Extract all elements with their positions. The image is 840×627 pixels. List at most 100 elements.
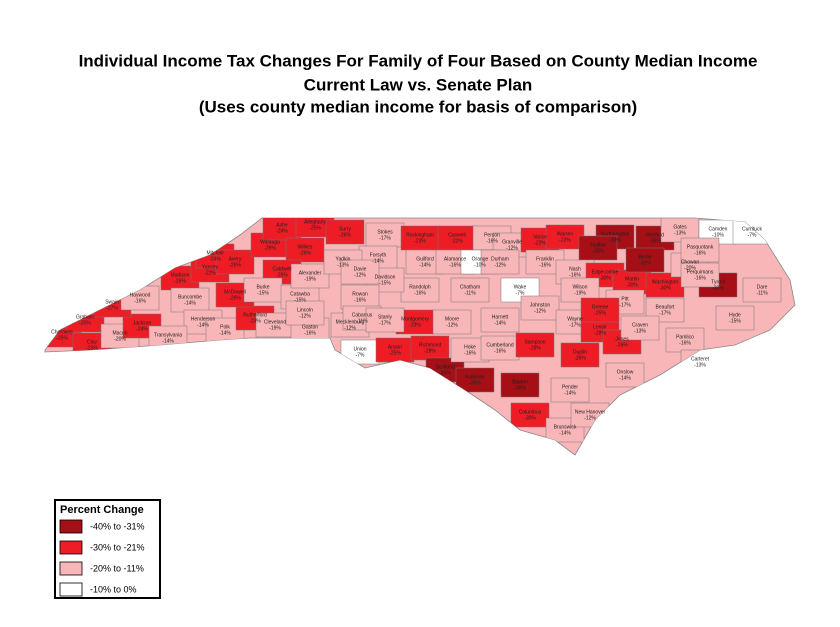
county-name: Halifax bbox=[590, 242, 606, 248]
county-name: Wilkes bbox=[298, 244, 313, 250]
county-value: -33% bbox=[712, 285, 724, 291]
county-value: -30% bbox=[524, 415, 536, 421]
county-value: -14% bbox=[494, 320, 506, 326]
county bbox=[625, 247, 665, 273]
county-value: -16% bbox=[304, 330, 316, 336]
county-value: -20% bbox=[114, 336, 126, 342]
county-name: Davie bbox=[354, 266, 367, 272]
county-name: New Hanover bbox=[575, 409, 606, 415]
county-value: -16% bbox=[569, 272, 581, 278]
legend-swatch bbox=[59, 582, 83, 597]
county-name: Haywood bbox=[130, 292, 151, 298]
county bbox=[480, 307, 520, 333]
county bbox=[432, 309, 472, 335]
county-name: Buncombe bbox=[178, 294, 202, 300]
county-name: Gates bbox=[673, 224, 687, 230]
county-name: Bertie bbox=[638, 254, 651, 260]
county bbox=[455, 367, 495, 393]
county-value: -26% bbox=[339, 232, 351, 238]
legend-label: -40% to -31% bbox=[90, 521, 145, 531]
county-value: -16% bbox=[354, 297, 366, 303]
county-name: Craven bbox=[632, 322, 648, 328]
county bbox=[620, 315, 660, 341]
county-value: -12% bbox=[446, 322, 458, 328]
county-value: -30% bbox=[626, 282, 638, 288]
county-name: Stanly bbox=[378, 314, 392, 320]
county-value: -11% bbox=[464, 290, 476, 296]
county-name: Pender bbox=[562, 384, 578, 390]
county-name: Caswell bbox=[448, 232, 466, 238]
county-name: Gaston bbox=[302, 324, 318, 330]
county-value: -16% bbox=[414, 290, 426, 296]
county-name: Franklin bbox=[536, 256, 554, 262]
county-name: Ashe bbox=[276, 222, 288, 228]
county-name: Hertford bbox=[646, 232, 664, 238]
county-value: -23% bbox=[414, 238, 426, 244]
county bbox=[400, 277, 440, 303]
county-name: Forsyth bbox=[370, 252, 387, 258]
county-value: -12% bbox=[584, 415, 596, 421]
county-value: -23% bbox=[249, 318, 261, 324]
county bbox=[365, 222, 405, 248]
legend-swatch bbox=[59, 561, 83, 576]
county-value: -14% bbox=[197, 322, 209, 328]
county-value: -17% bbox=[569, 322, 581, 328]
county-value: -28% bbox=[594, 330, 606, 336]
county-value: -36% bbox=[649, 238, 661, 244]
county-name: Wayne bbox=[567, 316, 583, 322]
county bbox=[550, 377, 590, 403]
county bbox=[365, 307, 405, 333]
county-name: Mecklenburg bbox=[336, 319, 365, 325]
county-value: -23% bbox=[559, 237, 571, 243]
county-name: Lincoln bbox=[297, 307, 313, 313]
county-name: Surry bbox=[339, 226, 351, 232]
county-value: -19% bbox=[574, 290, 586, 296]
county-name: Rowan bbox=[352, 291, 368, 297]
legend-label: -20% to -11% bbox=[90, 563, 144, 573]
county-value: -25% bbox=[389, 350, 401, 356]
county-value: -14% bbox=[419, 262, 431, 268]
county-name: Moore bbox=[445, 316, 459, 322]
county-value: -19% bbox=[304, 276, 316, 282]
county-name: Avery bbox=[229, 256, 242, 262]
county-name: Swain bbox=[105, 299, 119, 305]
county-name: Duplin bbox=[573, 349, 587, 355]
county-value: -35% bbox=[469, 380, 481, 386]
county-name: Anson bbox=[388, 344, 402, 350]
county-name: Transylvania bbox=[154, 332, 182, 338]
county-name: Hyde bbox=[729, 312, 741, 318]
county-value: -14% bbox=[372, 258, 384, 264]
county-value: -32% bbox=[639, 260, 651, 266]
county-value: -26% bbox=[616, 342, 628, 348]
county-name: Greene bbox=[592, 304, 609, 310]
county-value: -15% bbox=[729, 318, 741, 324]
county-name: Henderson bbox=[191, 316, 216, 322]
county-name: Alexander bbox=[299, 270, 322, 276]
county-name: Johnston bbox=[530, 302, 551, 308]
county-value: -25% bbox=[56, 335, 68, 341]
county-value: -15% bbox=[379, 280, 391, 286]
county-value: -24% bbox=[136, 326, 148, 332]
county-name: Clay bbox=[87, 339, 98, 345]
county-name: Orange bbox=[472, 256, 489, 262]
county-value: -22% bbox=[534, 240, 546, 246]
county-name: Columbus bbox=[519, 409, 542, 415]
county-name: Polk bbox=[220, 324, 230, 330]
county bbox=[325, 219, 365, 245]
county-value: -12% bbox=[494, 262, 506, 268]
county bbox=[520, 295, 560, 321]
county-value: -14% bbox=[564, 390, 576, 396]
county-value: -20% bbox=[684, 265, 696, 271]
county-name: Rockingham bbox=[406, 232, 434, 238]
county-value: -17% bbox=[379, 235, 391, 241]
county-name: Madison bbox=[171, 272, 190, 278]
county-name: Yancey bbox=[202, 264, 219, 270]
county-name: Wilson bbox=[572, 284, 587, 290]
county bbox=[680, 262, 720, 288]
county-value: -10% bbox=[474, 262, 486, 268]
county-name: Currituck bbox=[742, 226, 763, 232]
legend-swatch bbox=[59, 540, 83, 555]
county-name: Tyrrell bbox=[711, 279, 725, 285]
county-value: -7% bbox=[356, 352, 365, 358]
